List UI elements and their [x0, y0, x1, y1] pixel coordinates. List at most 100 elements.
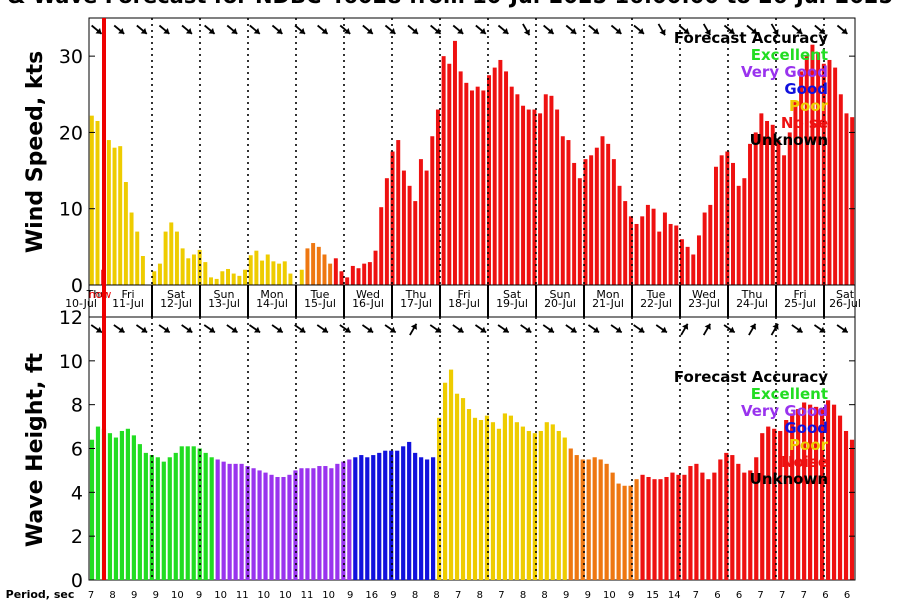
legend-entry: Good — [784, 80, 828, 98]
wind-bar — [538, 113, 543, 285]
wind-bar — [606, 143, 611, 285]
wave-bar — [676, 474, 681, 580]
wind-direction-arrow — [91, 24, 103, 35]
wind-direction-arrow — [407, 24, 419, 35]
wave-bar — [760, 433, 765, 580]
wind-bar — [833, 67, 838, 285]
wind-bar — [509, 86, 514, 285]
wave-direction-arrow — [135, 324, 148, 334]
wind-bar — [731, 162, 735, 285]
date-label: 23-Jul — [688, 297, 720, 310]
wave-bar — [808, 404, 813, 580]
wave-height-panel: 0 2 4 6 8 10 12 Forecast AccuracyExcellentVery… — [6, 307, 856, 600]
wind-direction-arrow — [791, 24, 803, 35]
wind-bar — [180, 248, 185, 285]
period-value: 8 — [412, 590, 418, 600]
day-name-label: Thu — [86, 288, 108, 301]
wind-bar — [401, 170, 406, 285]
day-name-label: Thu — [405, 288, 427, 301]
wind-bar — [328, 263, 333, 285]
wind-bar — [816, 52, 821, 285]
day-name-label: Tue — [646, 288, 666, 301]
wave-bar — [772, 428, 777, 580]
wave-bar — [323, 466, 328, 580]
wind-bar — [458, 71, 463, 286]
wind-bar — [237, 275, 242, 285]
day-name-label: Mon — [260, 288, 283, 301]
wave-bar — [167, 457, 172, 580]
wind-bar — [322, 254, 327, 285]
wave-bar — [706, 479, 711, 580]
period-value: 7 — [801, 590, 807, 600]
wind-bar — [674, 225, 679, 285]
wave-direction-arrow — [203, 324, 216, 334]
wind-bar — [441, 56, 446, 285]
wave-bar — [586, 459, 591, 580]
period-value: 11 — [236, 590, 249, 600]
wind-bar — [708, 204, 713, 285]
wind-bar — [611, 159, 616, 285]
wave-bar — [251, 468, 256, 580]
period-value: 8 — [541, 590, 547, 600]
wind-bar — [748, 143, 753, 285]
wave-period-labels: 7 8 9 9 10 9 10 11 10 10 11 10 9 16 9 8 8 7 8 7 8 8 9 9 10 9 15 14 7… — [88, 590, 850, 600]
wave-direction-arrow — [542, 324, 555, 334]
wave-bar — [574, 455, 579, 580]
wave-bar — [736, 463, 741, 580]
wind-bar — [640, 216, 645, 285]
wave-direction-arrow — [339, 324, 352, 334]
wave-direction-arrow — [497, 324, 510, 334]
wind-bar — [736, 185, 741, 285]
wind-direction-arrow — [702, 23, 711, 36]
wave-bar — [179, 446, 184, 580]
wind-direction-arrow — [836, 24, 848, 35]
wave-bar — [502, 413, 508, 580]
wave-bar — [203, 452, 208, 580]
wind-bar — [277, 263, 282, 285]
now-label: now — [89, 288, 112, 301]
day-name-label: Sat — [836, 288, 855, 301]
wind-bar — [390, 151, 395, 285]
wave-bar — [538, 430, 543, 580]
wind-bar — [725, 151, 730, 285]
legend-entry: Very Good — [741, 402, 828, 420]
wave-bar — [466, 409, 472, 580]
period-value: 8 — [477, 590, 483, 600]
wave-ytick-label: 10 — [59, 351, 83, 373]
wave-bar — [778, 430, 783, 580]
wind-bar — [418, 159, 423, 285]
wind-y-axis-ticks: 0 10 20 30 — [59, 46, 855, 297]
wind-bar — [191, 254, 196, 285]
date-label: 20-Jul — [544, 297, 576, 310]
period-value: 9 — [585, 590, 591, 600]
wave-bar — [155, 457, 160, 580]
wind-bar — [850, 117, 855, 285]
wave-bar — [790, 413, 795, 580]
wave-ytick-label: 0 — [71, 570, 83, 592]
wind-ytick-label: 0 — [71, 275, 83, 297]
wave-bar — [484, 415, 490, 581]
wave-bar — [849, 439, 855, 580]
wind-direction-arrow — [633, 24, 645, 35]
wave-direction-arrow — [271, 324, 284, 334]
wave-bar — [682, 474, 687, 580]
wave-bar — [610, 472, 615, 580]
wave-bar — [119, 430, 125, 580]
wind-bar — [583, 159, 588, 285]
period-value: 10 — [279, 590, 292, 600]
wave-bar — [161, 461, 166, 580]
wind-bar — [515, 94, 520, 285]
wind-direction-arrow — [746, 24, 758, 35]
wind-direction-arrow — [339, 24, 351, 35]
wave-bar — [257, 470, 262, 580]
wind-bar — [498, 59, 503, 286]
date-label: 26-Jul — [829, 297, 861, 310]
wind-bar — [742, 178, 747, 285]
day-name-label: Sat — [503, 288, 522, 301]
date-label: 17-Jul — [400, 297, 432, 310]
wind-direction-arrow — [271, 24, 283, 35]
wave-direction-arrow — [429, 324, 442, 334]
wave-ytick-label: 6 — [71, 439, 83, 461]
wave-bar — [784, 420, 789, 580]
